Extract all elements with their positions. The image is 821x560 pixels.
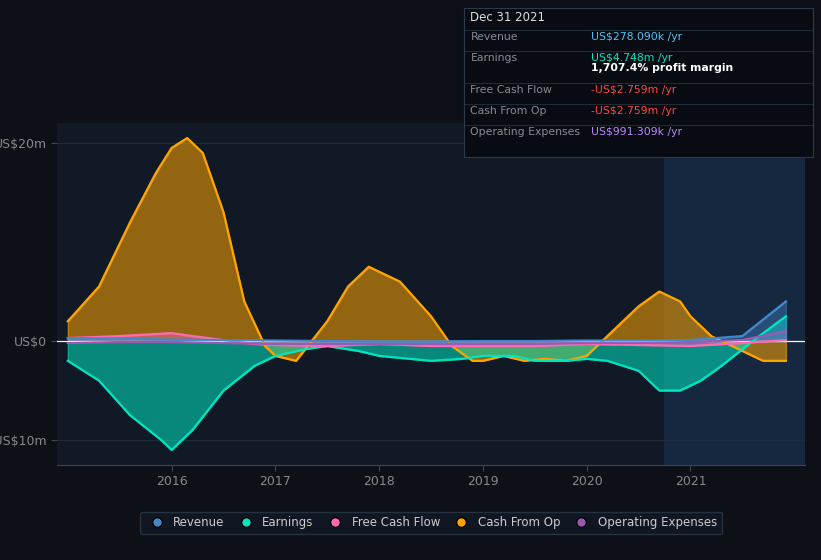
Text: 1,707.4% profit margin: 1,707.4% profit margin xyxy=(591,63,733,72)
Text: -US$2.759m /yr: -US$2.759m /yr xyxy=(591,85,677,95)
Text: Free Cash Flow: Free Cash Flow xyxy=(470,85,553,95)
Text: Earnings: Earnings xyxy=(470,53,517,63)
Text: Cash From Op: Cash From Op xyxy=(470,106,547,116)
Text: Revenue: Revenue xyxy=(470,32,518,43)
Text: US$278.090k /yr: US$278.090k /yr xyxy=(591,32,682,43)
Bar xyxy=(664,123,805,465)
Text: -US$2.759m /yr: -US$2.759m /yr xyxy=(591,106,677,116)
Text: US$991.309k /yr: US$991.309k /yr xyxy=(591,127,682,137)
Text: Dec 31 2021: Dec 31 2021 xyxy=(470,11,545,24)
Text: US$4.748m /yr: US$4.748m /yr xyxy=(591,53,672,63)
Legend: Revenue, Earnings, Free Cash Flow, Cash From Op, Operating Expenses: Revenue, Earnings, Free Cash Flow, Cash … xyxy=(140,512,722,534)
Text: Operating Expenses: Operating Expenses xyxy=(470,127,580,137)
